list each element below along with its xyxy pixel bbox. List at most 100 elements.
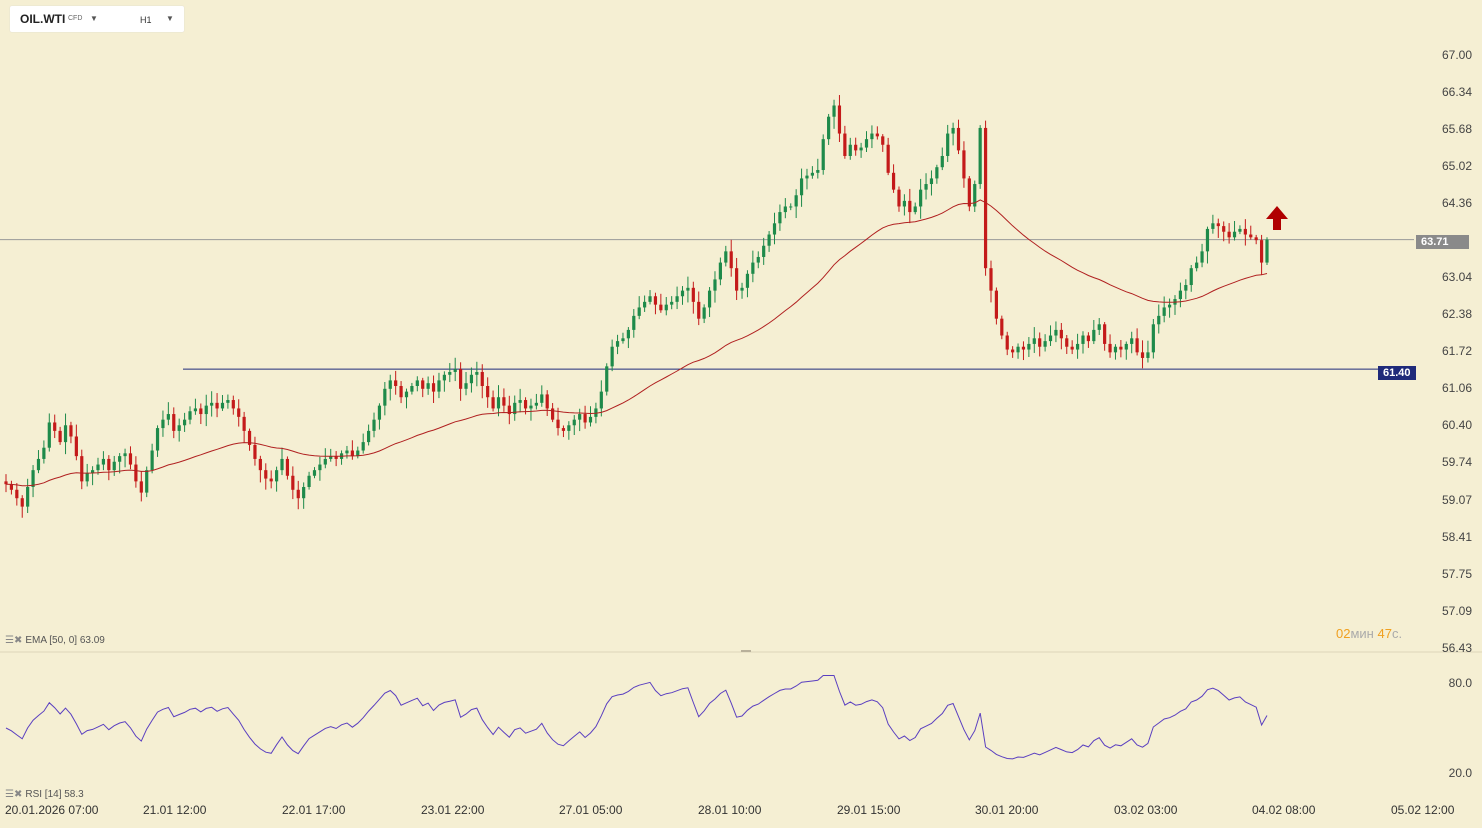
timer-sec-unit: с.	[1391, 626, 1403, 641]
candle-body	[854, 144, 858, 151]
time-tick: 22.01 17:00	[282, 803, 346, 817]
time-tick: 04.02 08:00	[1252, 803, 1316, 817]
candle-body	[312, 470, 317, 476]
candle-body	[940, 155, 944, 168]
candle-body	[994, 290, 998, 319]
rsi-tick-20: 20.0	[1448, 766, 1472, 780]
candle-body	[762, 245, 766, 257]
candle-body	[1151, 324, 1155, 353]
candle-body	[534, 402, 538, 406]
menu-icon[interactable]: ☰✖	[5, 635, 23, 646]
candle-body	[805, 175, 809, 179]
candle-body	[1048, 335, 1053, 342]
candle-body	[518, 400, 522, 403]
candle-body	[572, 419, 576, 426]
candle-body	[1135, 338, 1139, 353]
candle-body	[1005, 335, 1009, 350]
candle-body	[680, 290, 685, 297]
candle-body	[210, 402, 214, 406]
candle-body	[107, 458, 111, 471]
candle-body	[31, 470, 35, 487]
candle-body	[404, 391, 409, 398]
timeframe-selector[interactable]: H1	[140, 15, 152, 25]
candle-body	[296, 489, 300, 499]
timeframe-dropdown-icon[interactable]: ▼	[166, 14, 174, 23]
candle-body	[713, 279, 717, 291]
candle-body	[735, 268, 739, 291]
time-tick: 03.02 03:00	[1114, 803, 1178, 817]
candle-body	[264, 470, 268, 479]
rsi-line	[5, 675, 1268, 760]
candle-body	[648, 296, 652, 302]
candle-body	[686, 287, 690, 291]
candle-body	[1043, 341, 1047, 347]
candle-body	[1232, 231, 1237, 238]
candle-body	[415, 380, 419, 387]
candle-body	[551, 408, 555, 420]
symbol-dropdown-icon[interactable]: ▼	[90, 14, 98, 23]
candle-body	[718, 262, 722, 280]
candle-body	[697, 301, 701, 319]
candle-body	[556, 419, 560, 429]
price-tick: 67.00	[1441, 48, 1472, 62]
candle-body	[269, 478, 273, 482]
ema-legend[interactable]: ☰✖ EMA [50, 0] 63.09	[5, 635, 105, 646]
candle-body	[837, 105, 842, 134]
candle-body	[193, 408, 198, 412]
time-tick: 23.01 22:00	[421, 803, 485, 817]
candle-body	[182, 419, 187, 426]
candle-body	[231, 400, 235, 409]
candle-body	[610, 346, 614, 367]
candle-body	[886, 144, 890, 173]
price-tick: 59.74	[1441, 455, 1472, 470]
candle-body	[1195, 262, 1199, 269]
candle-body	[827, 116, 831, 140]
candle-body	[1059, 329, 1063, 339]
candle-body	[96, 464, 100, 471]
candle-body	[112, 461, 116, 471]
candle-body	[783, 206, 787, 213]
candle-body	[42, 447, 46, 459]
candle-body	[437, 380, 441, 392]
candle-body	[897, 189, 901, 207]
candle-body	[935, 167, 939, 179]
candle-body	[1205, 228, 1210, 252]
candle-body	[291, 475, 295, 490]
symbol-name[interactable]: OIL.WTI	[20, 12, 66, 26]
symbol-toolbar: OIL.WTI CFD ▼ H1 ▼	[10, 6, 184, 32]
candle-body	[464, 383, 468, 389]
candle-body	[101, 458, 106, 465]
candle-body	[1016, 346, 1020, 353]
candle-body	[155, 428, 160, 451]
candle-body	[843, 133, 847, 156]
candle-body	[253, 444, 257, 459]
candle-body	[453, 369, 457, 372]
candle-body	[134, 464, 138, 482]
menu-icon[interactable]: ☰✖	[5, 789, 23, 800]
candle-body	[875, 133, 879, 137]
candle-body	[469, 374, 474, 384]
candle-body	[383, 388, 387, 406]
candle-body	[989, 268, 993, 291]
candle-body	[377, 405, 382, 420]
candle-body	[859, 147, 863, 151]
candle-body	[902, 200, 906, 207]
candle-body	[643, 301, 647, 308]
candle-body	[139, 481, 143, 493]
candle-body	[475, 371, 479, 375]
candle-body	[816, 170, 820, 173]
time-tick: 21.01 12:00	[143, 803, 207, 817]
candle-body	[410, 386, 414, 392]
candle-body	[307, 475, 311, 487]
candle-body	[1146, 352, 1150, 358]
rsi-legend[interactable]: ☰✖ RSI [14] 58.3	[5, 789, 84, 800]
candle-body	[58, 430, 62, 443]
candle-body	[583, 414, 587, 423]
candle-body	[621, 338, 625, 342]
candle-body	[90, 470, 95, 473]
candle-body	[740, 287, 744, 291]
candle-body	[361, 442, 365, 451]
candle-body	[924, 184, 928, 190]
candle-body	[496, 397, 501, 409]
